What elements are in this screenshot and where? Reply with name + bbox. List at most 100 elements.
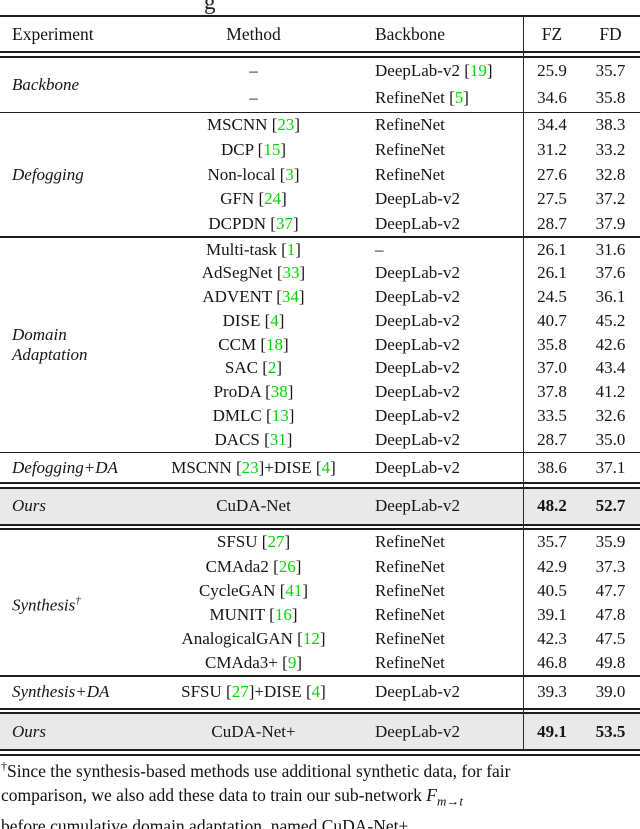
backbone-cell: DeepLab-v2: [375, 189, 460, 209]
method-cell: DACS [31]: [214, 429, 293, 449]
table-row: CMAda3+ [9] RefineNet 46.8 49.8: [0, 651, 640, 675]
backbone-cell: –: [375, 239, 384, 259]
fd-value: 49.8: [595, 653, 626, 673]
backbone-cell: DeepLab-v2: [375, 287, 460, 307]
dagger-symbol: †: [1, 759, 7, 773]
citation-ref[interactable]: 27: [231, 682, 249, 702]
method-cell: SFSU [27]+DISE [4]: [181, 682, 326, 702]
fz-value: 40.5: [537, 580, 567, 600]
fd-value: 31.6: [595, 239, 626, 259]
method-cell: SFSU [27]: [216, 532, 291, 552]
fz-value: 39.3: [537, 682, 567, 702]
citation-ref[interactable]: 4: [270, 310, 279, 330]
method-cell: SAC [2]: [224, 358, 283, 378]
citation-ref[interactable]: 37: [275, 213, 293, 233]
method-cell: ProDA [38]: [213, 382, 294, 402]
method-cell: CuDA-Net: [216, 496, 291, 516]
method-cell: CCM [18]: [218, 334, 289, 354]
method-cell: –: [249, 88, 258, 107]
citation-ref[interactable]: 24: [264, 189, 282, 209]
fz-value: 46.8: [537, 653, 567, 673]
citation-ref[interactable]: 16: [274, 604, 292, 624]
fd-value: 37.1: [595, 457, 626, 477]
citation-ref[interactable]: 26: [278, 556, 296, 576]
citation-ref[interactable]: 15: [263, 139, 281, 159]
fz-value: 27.5: [537, 189, 567, 209]
method-cell: MUNIT [16]: [209, 604, 298, 624]
fd-value: 37.9: [595, 213, 626, 233]
fd-value: 33.2: [595, 139, 626, 159]
fd-value: 36.1: [595, 287, 626, 307]
backbone-cell: DeepLab-v2: [375, 382, 460, 402]
method-cell: DCP [15]: [220, 139, 287, 159]
experiment-label: Backbone: [12, 74, 80, 94]
method-cell: CMAda3+ [9]: [205, 653, 302, 673]
backbone-cell: RefineNet [5]: [375, 88, 469, 107]
citation-ref[interactable]: 23: [277, 115, 295, 135]
table-row: Multi-task [1] – 26.1 31.6: [0, 238, 640, 262]
fz-value: 49.1: [537, 721, 567, 741]
method-cell: CycleGAN [41]: [198, 580, 309, 600]
citation-ref[interactable]: 38: [270, 382, 288, 402]
citation-ref[interactable]: 12: [302, 629, 320, 649]
citation-ref[interactable]: 31: [269, 429, 287, 449]
citation-ref[interactable]: 27: [267, 532, 285, 552]
citation-ref[interactable]: 5: [454, 88, 464, 107]
fd-value: 37.6: [595, 263, 626, 283]
fd-value: 37.3: [595, 556, 626, 576]
experiment-label: Synthesis+DA: [12, 682, 110, 702]
fz-value: 42.3: [537, 629, 567, 649]
experiment-label: Domain Adaptation: [12, 324, 88, 364]
experiment-label: Defogging: [12, 164, 84, 184]
table-rule: [0, 111, 640, 114]
fz-value: 35.8: [537, 334, 567, 354]
header-double-rule: [0, 51, 640, 58]
fd-value: 35.7: [595, 61, 626, 80]
citation-ref[interactable]: 9: [287, 653, 297, 673]
method-cell: DISE [4]: [222, 310, 285, 330]
experiment-label: Ours: [12, 496, 47, 516]
citation-ref[interactable]: 34: [281, 287, 299, 307]
table-row: SFSU [27] RefineNet 35.7 35.9: [0, 530, 640, 554]
method-cell: Non-local [3]: [207, 164, 300, 184]
table-row: CuDA-Net DeepLab-v2 48.2 52.7: [0, 489, 640, 524]
citation-ref[interactable]: 18: [266, 334, 284, 354]
citation-ref[interactable]: 2: [267, 358, 277, 378]
fd-value: 32.6: [595, 406, 626, 426]
method-cell: ADVENT [34]: [202, 287, 305, 307]
citation-ref[interactable]: 19: [469, 61, 487, 80]
backbone-cell: RefineNet: [375, 629, 445, 649]
table-row: DMLC [13] DeepLab-v2 33.5 32.6: [0, 404, 640, 428]
backbone-cell: DeepLab-v2: [375, 334, 460, 354]
fz-value: 28.7: [537, 213, 567, 233]
fz-value: 25.9: [537, 61, 567, 80]
method-cell: Multi-task [1]: [206, 239, 301, 259]
citation-ref[interactable]: 41: [285, 580, 303, 600]
method-cell: AnalogicalGAN [12]: [181, 629, 326, 649]
citation-ref[interactable]: 33: [282, 263, 300, 283]
fz-value: 33.5: [537, 406, 567, 426]
table-row: MSCNN [23] RefineNet 34.4 38.3: [0, 113, 640, 138]
citation-ref[interactable]: 3: [285, 164, 294, 184]
citation-ref[interactable]: 4: [311, 682, 321, 702]
citation-ref[interactable]: 1: [286, 239, 296, 259]
col-header-backbone: Backbone: [375, 23, 445, 44]
table-row: DISE [4] DeepLab-v2 40.7 45.2: [0, 309, 640, 333]
fz-value: 35.7: [537, 532, 567, 552]
backbone-cell: DeepLab-v2 [19]: [375, 61, 493, 80]
fd-value: 35.0: [595, 429, 626, 449]
backbone-cell: RefineNet: [375, 556, 445, 576]
method-cell: MSCNN [23]: [206, 115, 301, 135]
fz-value: 26.1: [537, 263, 567, 283]
dagger-symbol: †: [75, 594, 81, 607]
method-cell: CuDA-Net+: [211, 721, 296, 741]
backbone-cell: RefineNet: [375, 115, 445, 135]
citation-ref[interactable]: 13: [271, 406, 289, 426]
table-section-defogging: Defogging MSCNN [23] RefineNet 34.4 38.3 DCP …: [0, 113, 640, 236]
table-row: SAC [2] DeepLab-v2 37.0 43.4: [0, 357, 640, 381]
citation-ref[interactable]: 23: [241, 457, 259, 477]
citation-ref[interactable]: 4: [321, 457, 331, 477]
fz-value: 37.8: [537, 382, 567, 402]
backbone-cell: DeepLab-v2: [375, 213, 460, 233]
